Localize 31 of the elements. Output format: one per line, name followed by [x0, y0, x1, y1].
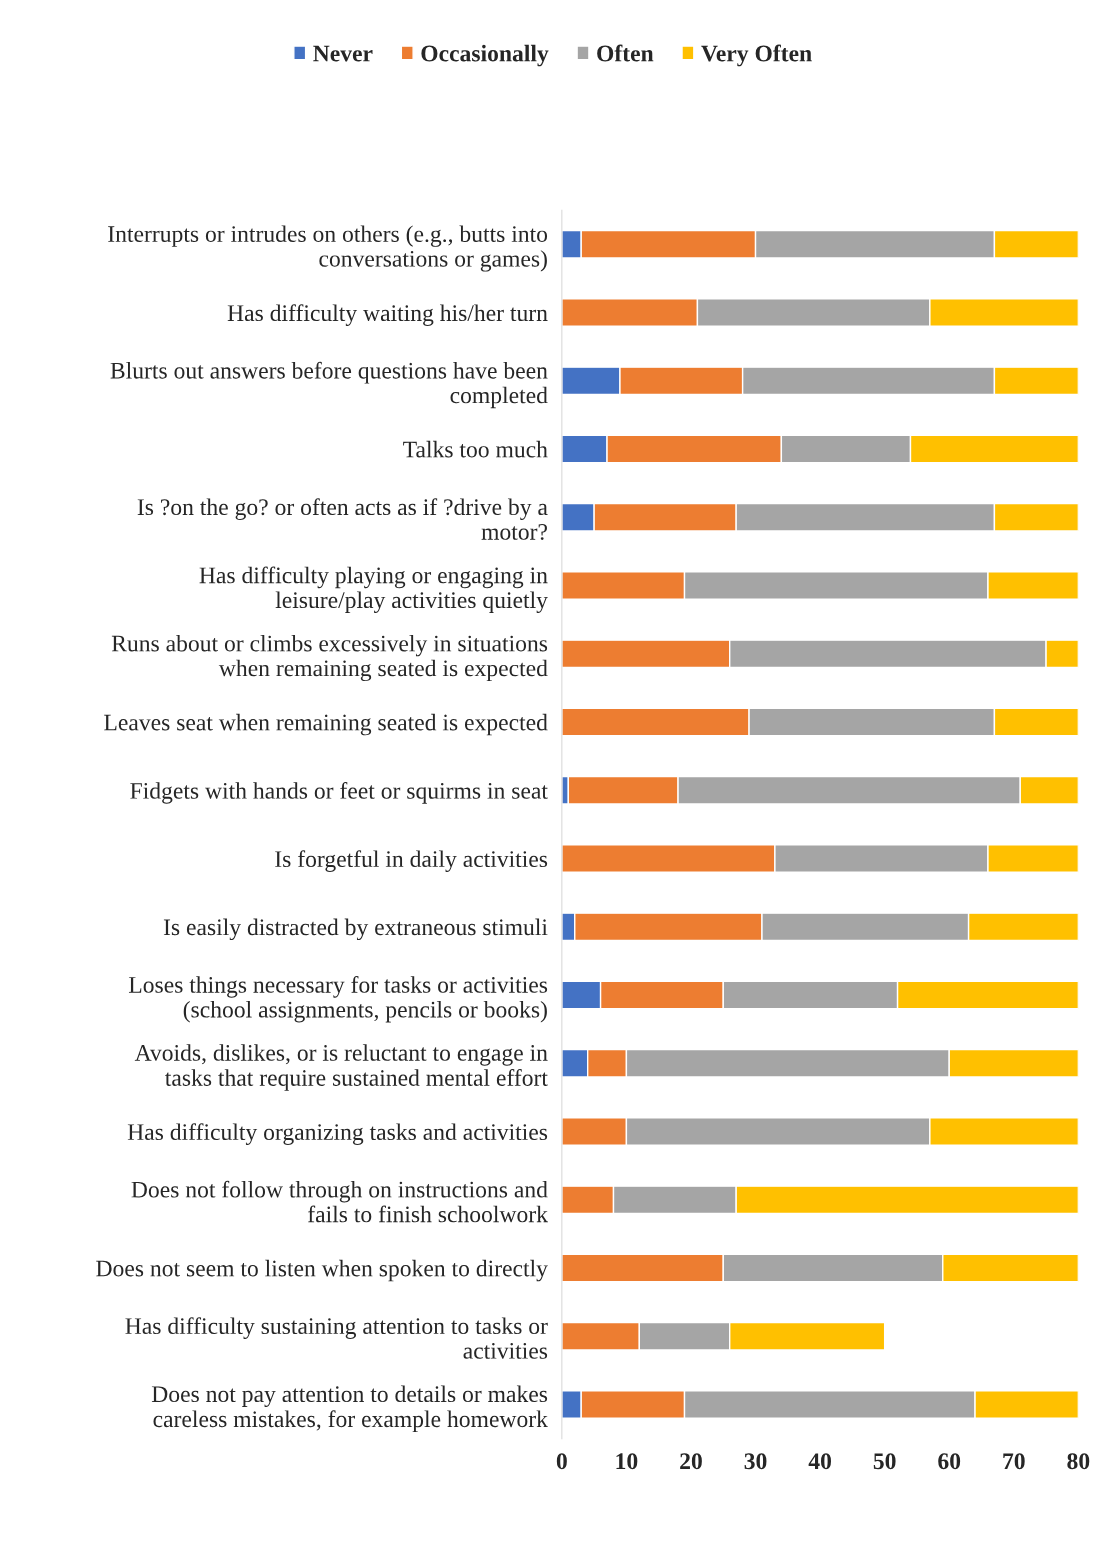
x-tick-label: 40 [808, 1453, 831, 1470]
x-tick-label: 10 [616, 1453, 638, 1470]
y-tick-label: Is forgetful in daily activities [275, 850, 548, 872]
y-tick-label: Is easily distracted by extraneous stimuli [163, 918, 548, 941]
x-tick-label: 50 [873, 1453, 896, 1470]
legend-label: Occasionally [421, 44, 549, 67]
y-tick-label: Does not seem to listen when spoken to directly [96, 1259, 548, 1282]
y-tick-label: Avoids, dislikes, or is reluctant to engage in tasks that require sustained mental effort [134, 1044, 548, 1091]
x-tick-label: 30 [744, 1453, 767, 1470]
legend-label: Very Often [701, 44, 812, 67]
x-tick-label: 60 [938, 1453, 961, 1470]
y-tick-label: Interrupts or intrudes on others (e.g., butts into conversations or games) [108, 225, 548, 272]
y-tick-label: Has difficulty waiting his/her turn [227, 304, 548, 326]
y-tick-label: Is ?on the go? or often acts as if ?drive by a motor? [137, 498, 548, 540]
x-tick-label: 20 [680, 1453, 702, 1470]
y-tick-label: Fidgets with hands or feet or squirms in seat [130, 782, 548, 804]
y-tick-label: Talks too much [403, 440, 548, 458]
y-tick-label: Does not pay attention to details or makes careless mistakes, for example homework [151, 1385, 548, 1432]
y-tick-label: Has difficulty organizing tasks and activities [127, 1123, 548, 1145]
y-tick-label: Runs about or climbs excessively in situations when remaining seated is expected [111, 634, 548, 682]
y-tick-label: Leaves seat when remaining seated is expected [104, 713, 548, 736]
y-tick-label: Blurts out answers before questions have been completed [110, 361, 548, 409]
y-tick-label: Loses things necessary for tasks or activities (school assignments, pencils or books) [128, 976, 548, 1023]
x-tick-label: 80 [1067, 1453, 1090, 1470]
x-tick-label: 0 [556, 1453, 567, 1470]
y-tick-label: Has difficulty sustaining attention to tasks or activities [125, 1317, 548, 1359]
legend-label: Often [597, 44, 654, 62]
y-tick-label: Has difficulty playing or engaging in leisure/play activities quietly [199, 566, 548, 613]
legend-label: Never [313, 45, 373, 62]
x-tick-label: 70 [1003, 1453, 1025, 1470]
y-tick-label: Does not follow through on instructions and fails to finish schoolwork [131, 1180, 548, 1223]
